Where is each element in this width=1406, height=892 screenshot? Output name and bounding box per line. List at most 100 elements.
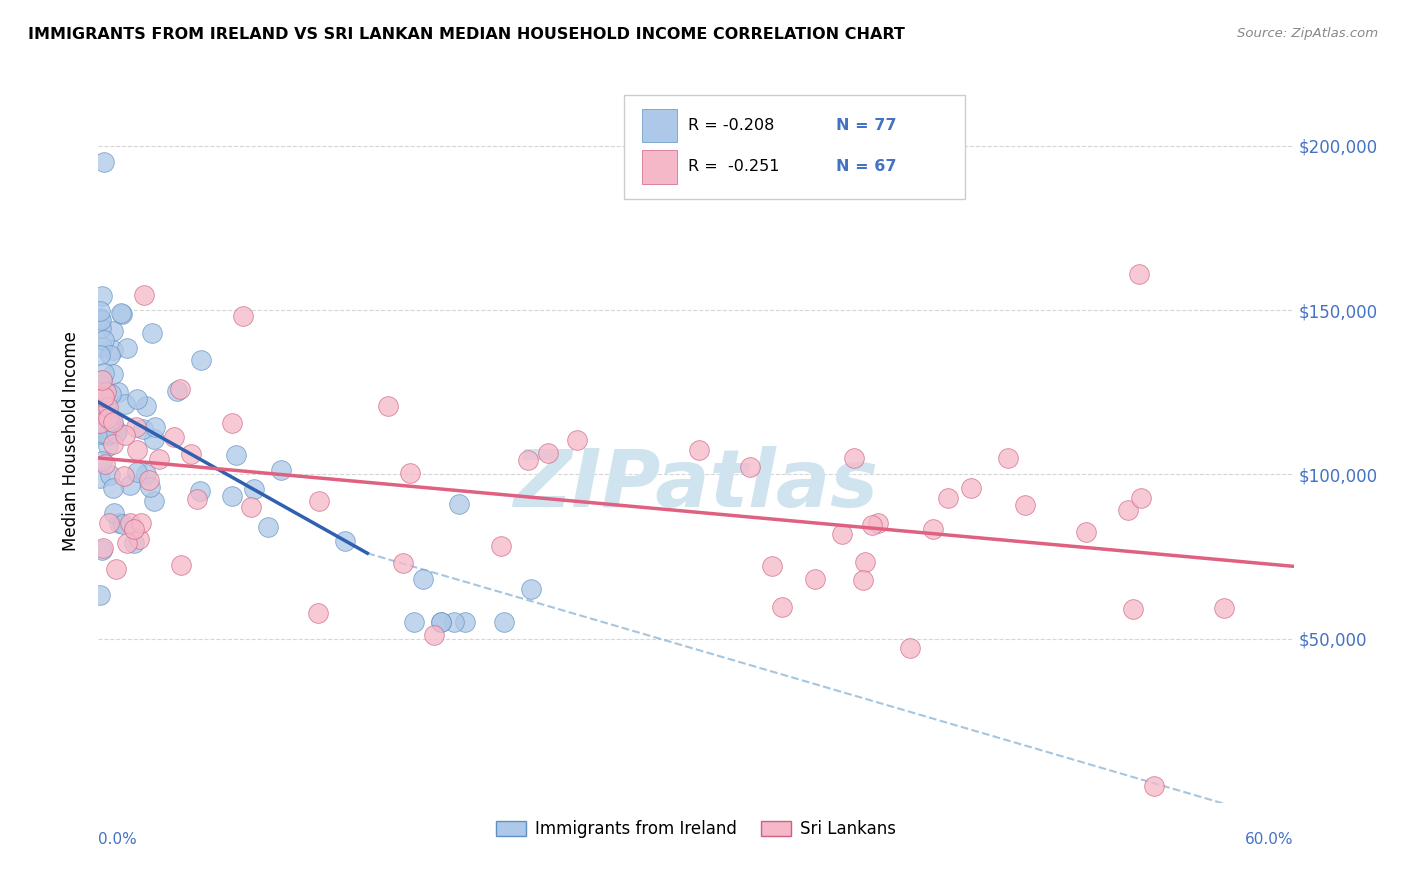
Point (89, 471, 111, 485)
Point (188, 483, 211, 498)
Point (270, 463, 292, 477)
Point (1122, 602, 1144, 616)
Point (89, 304, 111, 318)
Point (111, 516, 134, 531)
Point (97, 426, 120, 441)
Point (135, 399, 157, 413)
Point (844, 450, 866, 465)
Point (489, 539, 512, 553)
Point (186, 492, 208, 507)
Point (107, 384, 129, 399)
Point (129, 516, 152, 530)
Point (868, 516, 890, 530)
FancyBboxPatch shape (643, 109, 676, 143)
Point (97, 439, 120, 453)
Point (96, 429, 118, 443)
Point (180, 447, 202, 461)
Point (90, 313, 112, 327)
Point (454, 615, 477, 630)
Point (94, 414, 117, 428)
Point (402, 615, 425, 630)
Point (93, 366, 115, 380)
Point (101, 481, 124, 495)
Point (97, 401, 120, 415)
Point (997, 451, 1019, 466)
Point (960, 481, 983, 495)
Point (335, 534, 357, 549)
Point (101, 418, 124, 433)
Text: N = 77: N = 77 (835, 119, 896, 133)
Point (93, 402, 115, 417)
Point (377, 399, 399, 413)
Point (423, 628, 446, 642)
Point (430, 615, 453, 630)
Text: Source: ZipAtlas.com: Source: ZipAtlas.com (1237, 27, 1378, 40)
Point (1129, 491, 1152, 505)
Point (89, 417, 111, 431)
Point (101, 324, 124, 338)
Point (163, 430, 186, 444)
Point (90, 289, 112, 303)
FancyBboxPatch shape (643, 151, 676, 184)
Point (898, 641, 921, 656)
Point (132, 288, 155, 302)
Point (103, 368, 125, 382)
Point (89, 406, 111, 420)
Point (138, 473, 160, 487)
Point (170, 558, 193, 572)
Point (111, 307, 134, 321)
Point (91, 454, 114, 468)
Point (98, 468, 121, 483)
Point (90, 372, 112, 386)
Point (803, 572, 825, 586)
Point (240, 500, 263, 514)
Point (89, 427, 111, 442)
Point (89, 311, 111, 326)
Text: N = 67: N = 67 (835, 160, 896, 175)
Point (831, 526, 853, 541)
Point (308, 493, 330, 508)
Y-axis label: Median Household Income: Median Household Income (62, 332, 80, 551)
Point (98, 348, 121, 362)
Text: 0.0%: 0.0% (98, 831, 138, 847)
Point (412, 572, 434, 586)
Text: 60.0%: 60.0% (1246, 831, 1294, 847)
Point (101, 343, 124, 357)
Point (93, 333, 115, 347)
Point (520, 582, 543, 596)
Text: IMMIGRANTS FROM IRELAND VS SRI LANKAN MEDIAN HOUSEHOLD INCOME CORRELATION CHART: IMMIGRANTS FROM IRELAND VS SRI LANKAN ME… (28, 27, 905, 42)
Point (98, 414, 121, 428)
Point (855, 555, 877, 569)
Point (104, 562, 127, 576)
Point (221, 416, 243, 430)
Point (921, 522, 943, 536)
Point (565, 433, 588, 447)
Point (860, 517, 883, 532)
Point (98, 422, 121, 436)
Point (89, 348, 111, 362)
Point (132, 421, 155, 435)
Point (1116, 503, 1139, 517)
Point (852, 573, 875, 587)
Point (399, 466, 422, 480)
Point (103, 437, 125, 451)
Point (120, 516, 142, 530)
Point (112, 469, 135, 483)
Point (104, 425, 127, 440)
Point (127, 443, 149, 458)
Point (1014, 499, 1036, 513)
Point (124, 522, 146, 536)
Point (169, 382, 191, 396)
Point (166, 384, 188, 398)
Point (98, 516, 121, 530)
Point (105, 424, 128, 438)
Point (1128, 267, 1150, 281)
Point (93, 421, 115, 435)
Point (114, 427, 136, 442)
Point (256, 520, 278, 534)
Point (225, 448, 247, 462)
Point (688, 442, 710, 457)
Point (141, 326, 163, 340)
Point (392, 557, 415, 571)
Point (125, 392, 148, 406)
